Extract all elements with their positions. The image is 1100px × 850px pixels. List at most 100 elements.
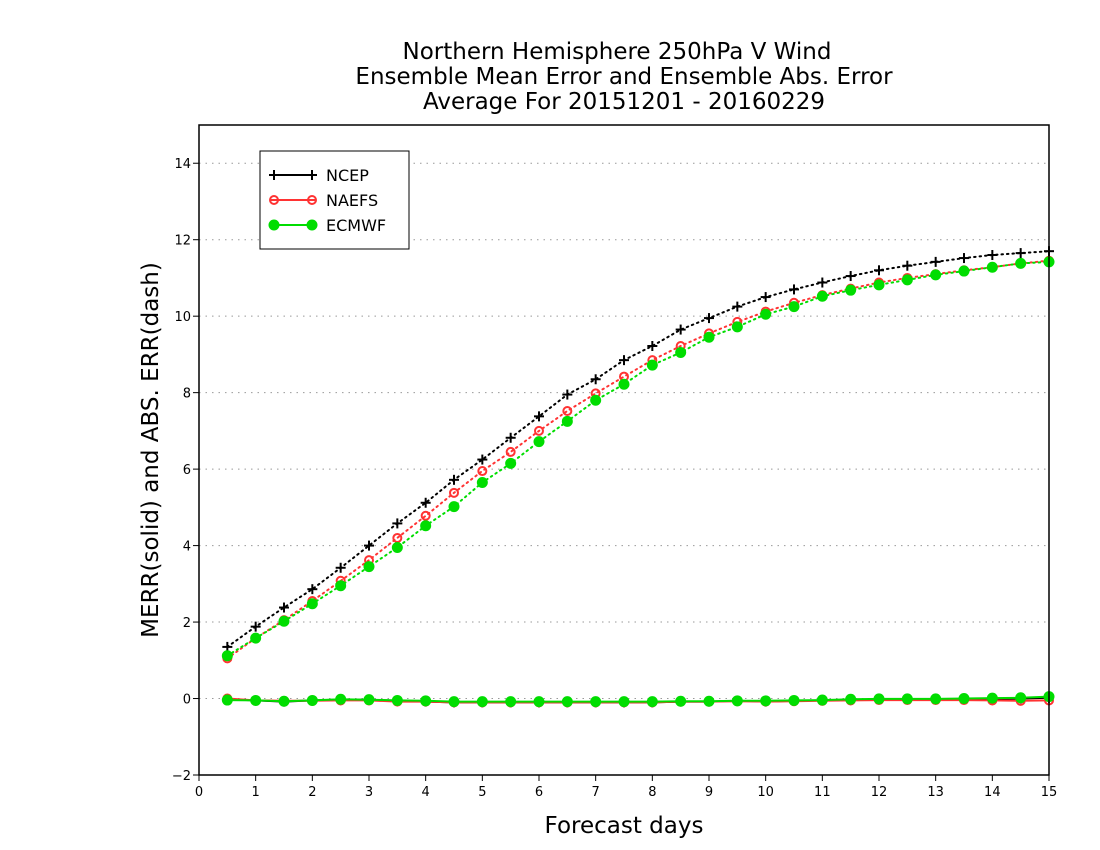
x-tick-label: 4 <box>422 785 430 800</box>
x-tick-labels: 0 1 2 3 4 5 6 7 8 9 10 11 12 13 14 15 <box>195 785 1057 800</box>
x-tick-label: 1 <box>252 785 260 800</box>
data-point-abs-err-ncep <box>959 253 969 264</box>
y-tick-label: 6 <box>183 463 191 478</box>
legend-items: NCEP NAEFS ECMWF <box>268 166 386 235</box>
gridlines <box>199 162 1049 776</box>
data-point-abs-err-ncep <box>392 518 403 529</box>
data-point-abs-err-ecmwf <box>1015 257 1027 269</box>
y-tick-label: 12 <box>174 234 191 249</box>
legend-marker-naefs <box>307 195 317 205</box>
data-point-abs-err-ncep <box>250 621 261 632</box>
data-point-abs-err-ecmwf <box>250 632 262 644</box>
data-point-abs-err-ecmwf <box>221 650 233 662</box>
x-tick-label: 5 <box>478 785 486 800</box>
data-point-mean-err-ecmwf <box>618 696 630 708</box>
data-point-abs-err-ecmwf <box>873 279 885 291</box>
data-point-mean-err-ecmwf <box>505 696 517 708</box>
data-point-abs-err-ncep <box>675 324 686 335</box>
data-point-abs-err-ncep <box>590 374 601 385</box>
x-tick-label: 12 <box>871 785 888 800</box>
legend-marker-naefs <box>269 195 279 205</box>
data-point-abs-err-ncep <box>477 454 488 465</box>
data-point-abs-err-ncep <box>335 562 346 573</box>
data-point-mean-err-ecmwf <box>901 693 913 705</box>
data-point-mean-err-ecmwf <box>930 693 942 705</box>
data-point-mean-err-ecmwf <box>703 695 715 707</box>
data-point-abs-err-ncep <box>562 389 573 400</box>
x-tick-label: 15 <box>1041 785 1058 800</box>
legend-marker-ecmwf <box>306 219 318 231</box>
data-point-mean-err-ecmwf <box>760 695 772 707</box>
data-point-abs-err-ecmwf <box>590 394 602 406</box>
data-point-abs-err-naefs <box>505 446 516 457</box>
data-point-abs-err-ecmwf <box>986 261 998 273</box>
data-point-abs-err-ncep <box>364 540 374 551</box>
data-point-mean-err-ecmwf <box>306 694 318 706</box>
data-point-abs-err-naefs <box>392 532 403 543</box>
y-tick-label: 8 <box>183 387 191 402</box>
legend: NCEP NAEFS ECMWF <box>259 150 410 250</box>
data-point-abs-err-ncep <box>817 277 828 288</box>
data-point-mean-err-ecmwf <box>845 693 857 705</box>
data-point-abs-err-ncep <box>505 432 516 443</box>
x-tick-label: 7 <box>592 785 600 800</box>
data-point-mean-err-ecmwf <box>420 695 432 707</box>
data-point-abs-err-ncep <box>647 341 658 351</box>
data-point-mean-err-ecmwf <box>221 694 233 706</box>
chart-title-line-1: Northern Hemisphere 250hPa V Wind <box>403 39 832 65</box>
x-tick-label: 8 <box>648 785 656 800</box>
data-point-mean-err-ecmwf <box>533 696 545 708</box>
data-point-mean-err-ecmwf <box>873 693 885 705</box>
x-tick-label: 14 <box>984 785 1001 800</box>
data-point-mean-err-ecmwf <box>250 694 262 706</box>
data-point-abs-err-ecmwf <box>561 415 573 427</box>
data-point-abs-err-ncep <box>1015 248 1026 259</box>
data-point-abs-err-ecmwf <box>306 598 318 610</box>
data-point-mean-err-ecmwf <box>590 696 602 708</box>
data-point-abs-err-ncep <box>420 497 431 508</box>
data-point-abs-err-naefs <box>534 425 544 436</box>
data-point-abs-err-naefs <box>449 487 459 498</box>
legend-marker-ecmwf <box>268 219 280 231</box>
data-point-mean-err-ecmwf <box>816 694 828 706</box>
legend-label-ecmwf: ECMWF <box>326 216 386 235</box>
data-point-abs-err-ecmwf <box>845 284 857 296</box>
data-point-abs-err-ncep <box>902 260 913 271</box>
series-line-abs-err-ncep <box>226 250 1050 648</box>
axis-ticks <box>193 162 1050 781</box>
data-point-abs-err-ecmwf <box>816 290 828 302</box>
legend-label-ncep: NCEP <box>326 166 369 185</box>
chart-title: Northern Hemisphere 250hPa V Wind Ensemb… <box>355 39 893 115</box>
data-point-abs-err-ecmwf <box>675 347 687 358</box>
chart-title-line-3: Average For 20151201 - 20160229 <box>423 89 825 115</box>
x-tick-label: 9 <box>705 785 713 800</box>
y-tick-label: 0 <box>183 693 191 708</box>
data-point-abs-err-ecmwf <box>476 477 488 488</box>
data-point-abs-err-ncep <box>930 256 941 267</box>
y-axis-label: MERR(solid) and ABS. ERR(dash) <box>138 262 164 638</box>
data-point-abs-err-naefs <box>477 466 488 477</box>
legend-marker-ncep <box>307 170 317 180</box>
data-point-abs-err-ecmwf <box>505 457 517 469</box>
data-point-mean-err-ecmwf <box>675 695 687 707</box>
data-point-mean-err-ecmwf <box>1015 692 1027 704</box>
data-point-abs-err-ecmwf <box>391 542 403 553</box>
data-point-abs-err-naefs <box>420 510 431 521</box>
data-point-mean-err-ecmwf <box>958 693 970 705</box>
data-point-abs-err-ecmwf <box>958 265 970 277</box>
data-point-mean-err-ecmwf <box>561 696 573 708</box>
x-axis-label: Forecast days <box>545 813 704 839</box>
data-point-abs-err-ecmwf <box>618 378 630 390</box>
data-point-abs-err-ecmwf <box>703 331 715 343</box>
data-point-abs-err-ncep <box>619 355 629 366</box>
y-tick-label: 4 <box>183 540 191 555</box>
x-tick-label: 0 <box>195 785 203 800</box>
data-point-abs-err-ncep <box>704 313 714 324</box>
y-tick-label: 10 <box>174 310 191 325</box>
data-point-abs-err-ncep <box>534 411 544 422</box>
y-tick-label: 14 <box>174 157 191 172</box>
x-tick-label: 6 <box>535 785 543 800</box>
data-point-abs-err-ecmwf <box>760 308 772 320</box>
x-tick-label: 13 <box>927 785 944 800</box>
